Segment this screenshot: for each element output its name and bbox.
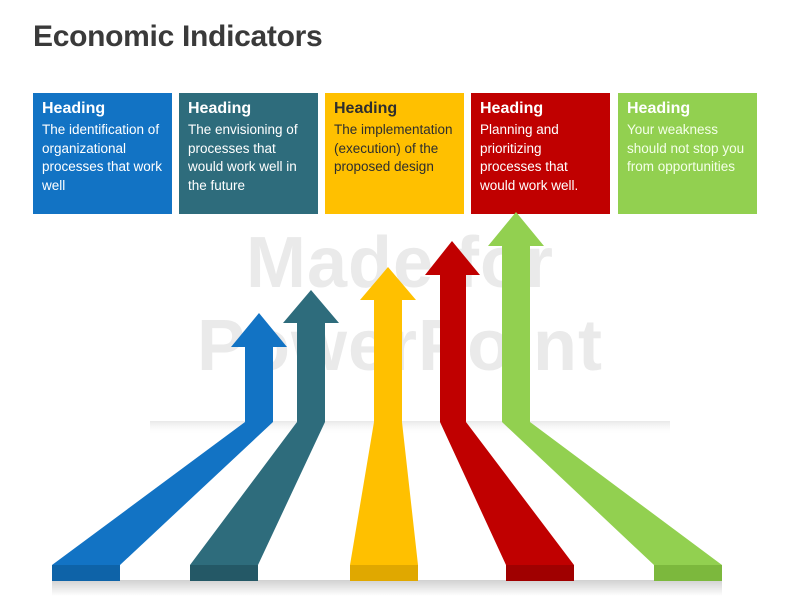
- horizon-shade: [150, 421, 670, 435]
- indicator-box-4: Heading Planning and prioritizing proces…: [471, 93, 610, 214]
- floor-shadow: [52, 580, 722, 596]
- yellow-arrow: [350, 267, 418, 581]
- indicator-box-2-text: The envisioning of processes that would …: [188, 122, 298, 193]
- indicator-box-4-heading: Heading: [480, 100, 544, 117]
- indicator-box-3-text: The implementation (execution) of the pr…: [334, 122, 453, 174]
- indicator-box-5-heading: Heading: [627, 100, 691, 117]
- indicator-box-3-heading: Heading: [334, 100, 398, 117]
- indicator-box-4-text: Planning and prioritizing processes that…: [480, 122, 579, 193]
- green-arrow: [488, 212, 722, 581]
- indicator-box-5: Heading Your weakness should not stop yo…: [618, 93, 757, 214]
- indicator-box-3: Heading The implementation (execution) o…: [325, 93, 464, 214]
- blue-arrow: [52, 313, 287, 581]
- indicator-box-1-text: The identification of organizational pro…: [42, 122, 163, 193]
- red-arrow: [425, 241, 574, 581]
- slide-title: Economic Indicators: [33, 20, 323, 53]
- indicator-box-2: Heading The envisioning of processes tha…: [179, 93, 318, 214]
- indicator-box-1: Heading The identification of organizati…: [33, 93, 172, 214]
- indicator-box-1-heading: Heading: [42, 100, 106, 117]
- indicator-box-5-text: Your weakness should not stop you from o…: [627, 122, 745, 174]
- teal-arrow: [190, 290, 339, 581]
- indicator-box-2-heading: Heading: [188, 100, 252, 117]
